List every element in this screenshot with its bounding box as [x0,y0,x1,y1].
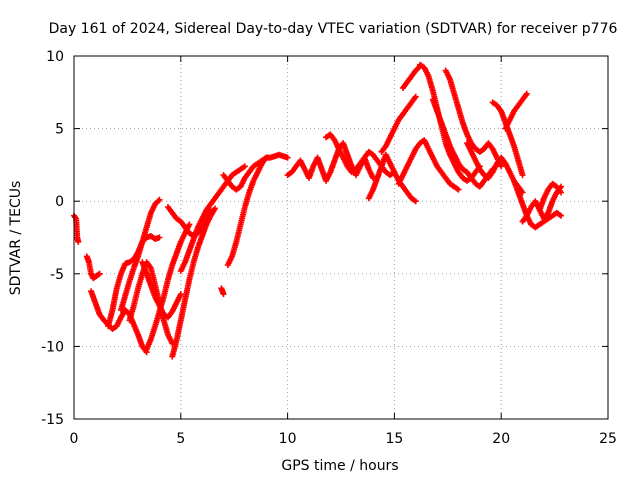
series-arc-2 [83,253,103,282]
series-arc-20 [399,63,424,91]
series-arc-15 [284,140,377,184]
data-point [558,189,565,196]
x-tick-label: 0 [70,431,79,447]
series-arc-3 [88,288,150,356]
data-point [75,238,82,245]
series-arc-27 [511,177,565,231]
series-arc-18 [395,137,462,193]
x-tick-label: 10 [279,431,297,447]
series-arc-8 [139,259,184,321]
data-point [186,221,193,228]
series-arc-25 [489,99,526,179]
chart-title: Day 161 of 2024, Sidereal Day-to-day VTE… [49,21,618,37]
y-tick-label: -5 [50,267,64,283]
series-arc-1 [71,212,82,245]
data-point [412,93,419,100]
data-point [156,196,163,203]
y-tick-label: -15 [41,412,64,428]
x-tick-label: 5 [176,431,185,447]
series-arc-12 [218,285,227,298]
series-arc-29 [536,180,565,213]
plot-frame [73,55,609,420]
data-point [498,163,505,170]
y-tick-label: 5 [55,122,64,138]
x-tick-labels: 0 5 10 15 20 25 [70,431,617,447]
data-point [220,291,227,298]
data-point [455,186,462,193]
series-arc-10 [164,204,214,240]
series-arc-5 [117,196,163,314]
data-point [284,154,291,161]
data-point [523,90,530,97]
x-tick-label: 25 [599,431,617,447]
series-arc-26 [502,90,530,132]
data-point [96,270,103,277]
y-axis-label: SDTVAR / TECUs [8,181,24,296]
data-point-fill [155,197,162,204]
series-arc-14 [220,151,291,193]
series-arc-24 [464,140,526,196]
axis-ticks [73,55,609,420]
y-tick-label: -10 [41,339,64,355]
y-tick-labels: -15 -10 -5 0 5 10 [41,49,64,428]
x-tick-label: 15 [385,431,403,447]
data-point [412,198,419,205]
x-tick-label: 20 [492,431,510,447]
data-points [71,61,565,360]
data-point [241,163,248,170]
data-point [177,291,184,298]
x-axis-label: GPS time / hours [281,458,398,474]
data-point [211,205,218,212]
data-point [519,172,526,179]
series-arc-13 [224,154,270,269]
series-arc-22 [429,96,496,190]
data-point [156,234,163,241]
series-arc-19 [378,93,419,155]
y-tick-label: 10 [46,49,64,65]
y-tick-label: 0 [55,194,64,210]
series-arc-11 [177,163,248,274]
series-arc-7 [143,221,193,353]
series-arc-9 [169,205,218,360]
data-point [558,212,565,219]
